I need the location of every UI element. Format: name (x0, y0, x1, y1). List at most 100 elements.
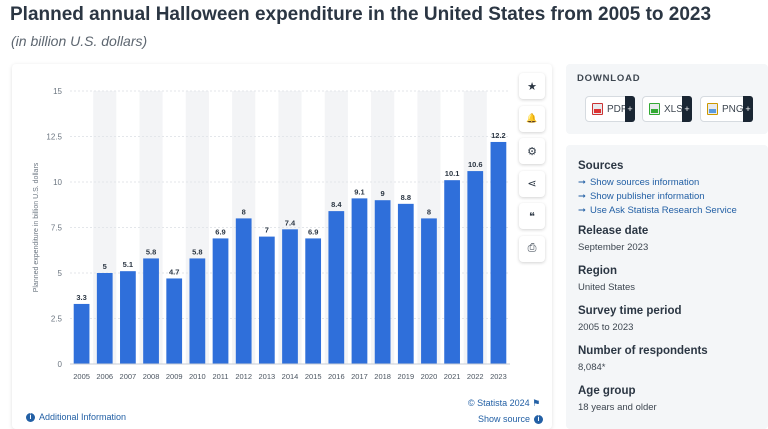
bell-icon[interactable]: 🔔 (519, 105, 545, 132)
download-panel: DOWNLOAD PDF + XLS + PNG + (566, 64, 768, 134)
bar-value-label: 10.1 (445, 169, 460, 178)
x-tick-label: 2012 (235, 372, 252, 381)
bar-value-label: 5 (103, 262, 107, 271)
bar-value-label: 9.1 (354, 187, 364, 196)
bar (73, 303, 90, 364)
bar (143, 258, 159, 364)
bar (467, 171, 484, 364)
bar-chart: 0 2.5 5 7.5 10 12.5 15 Planned expenditure in b… (33, 87, 510, 381)
quote-icon[interactable]: ❝ (519, 203, 545, 229)
bar (444, 180, 460, 364)
share-icon[interactable]: ⋖ (519, 170, 545, 197)
bar (235, 218, 252, 364)
x-tick-label: 2013 (258, 372, 275, 381)
bar-value-label: 8.8 (401, 193, 411, 202)
flag-icon: ⚑ (532, 398, 541, 408)
xls-label: XLS (664, 103, 683, 115)
show-publisher-label: Show publisher information (589, 191, 705, 202)
gear-icon[interactable]: ⚙ (519, 138, 545, 164)
bar (421, 218, 437, 364)
additional-information-label: Additional Information (39, 412, 127, 422)
x-tick-label: 2016 (328, 372, 345, 381)
y-tick-label: 5 (58, 269, 63, 278)
x-tick-label: 2006 (96, 372, 113, 381)
bar (258, 236, 275, 364)
y-tick-label: 2.5 (51, 315, 63, 324)
survey-period-heading: Survey time period (578, 305, 682, 317)
x-tick-label: 2023 (490, 372, 507, 381)
y-tick-label: 0 (58, 360, 63, 369)
bar-value-label: 7.4 (285, 218, 296, 227)
age-group-heading: Age group (578, 385, 636, 397)
download-pdf-button[interactable]: PDF + (585, 96, 635, 122)
info-icon: i (26, 412, 35, 422)
plus-icon: + (682, 96, 692, 122)
bar-value-label: 6.9 (308, 227, 318, 236)
info-panel: Sources ➞ Show sources information ➞ Show … (566, 145, 768, 429)
region-value: United States (578, 282, 636, 293)
chart-toolbar: ★ 🔔 ⚙ ⋖ ❝ ⎙ (519, 73, 547, 268)
bar (328, 211, 345, 364)
y-tick-label: 15 (53, 87, 62, 96)
bar-value-label: 5.1 (123, 260, 133, 269)
bar (166, 278, 183, 364)
region-heading: Region (578, 265, 617, 277)
bar-value-label: 8.4 (331, 200, 342, 209)
x-tick-label: 2018 (374, 372, 391, 381)
additional-information-link[interactable]: i Additional Information (26, 412, 126, 422)
sources-links: ➞ Show sources information ➞ Show publishe… (578, 177, 756, 216)
bar-value-label: 7 (265, 226, 269, 235)
download-xls-button[interactable]: XLS + (642, 96, 692, 122)
download-png-button[interactable]: PNG + (700, 96, 753, 122)
x-tick-label: 2011 (212, 372, 228, 381)
x-tick-label: 2014 (282, 372, 299, 381)
x-tick-label: 2005 (73, 372, 90, 381)
x-tick-label: 2020 (421, 372, 438, 381)
y-tick-label: 10 (53, 178, 62, 187)
show-sources-link[interactable]: ➞ Show sources information (578, 177, 756, 188)
x-tick-label: 2008 (143, 372, 160, 381)
x-tick-label: 2022 (467, 372, 484, 381)
bar (120, 271, 136, 364)
x-tick-label: 2007 (120, 372, 137, 381)
statista-credit[interactable]: © Statista 2024 ⚑ (468, 398, 540, 409)
png-label: PNG (722, 103, 744, 115)
bar-value-label: 8 (427, 207, 431, 216)
release-date-heading: Release date (578, 225, 649, 237)
release-date-value: September 2023 (578, 242, 649, 253)
arrow-right-icon: ➞ (578, 191, 586, 202)
show-source-link[interactable]: Show source i (478, 414, 544, 424)
bar-value-label: 3.3 (76, 293, 86, 302)
respondents-value: 8,084* (578, 362, 606, 373)
credit-text: © Statista 2024 (468, 398, 530, 408)
bar-value-label: 5.8 (146, 247, 156, 256)
bar (351, 198, 368, 364)
bar-value-label: 10.6 (468, 160, 483, 169)
sources-heading: Sources (578, 160, 624, 172)
research-service-link[interactable]: ➞ Use Ask Statista Research Service (578, 205, 756, 216)
x-tick-label: 2015 (305, 372, 322, 381)
bar-value-label: 8 (242, 207, 246, 216)
info-icon: i (534, 414, 544, 424)
research-service-label: Use Ask Statista Research Service (589, 205, 737, 216)
show-publisher-link[interactable]: ➞ Show publisher information (578, 191, 756, 202)
bar-value-label: 12.2 (491, 131, 506, 140)
y-tick-label: 7.5 (51, 224, 63, 233)
bar (282, 229, 298, 364)
survey-period-value: 2005 to 2023 (578, 322, 634, 333)
bar-value-label: 4.7 (169, 267, 179, 276)
print-icon[interactable]: ⎙ (519, 235, 545, 262)
star-icon[interactable]: ★ (519, 73, 545, 99)
pdf-file-icon (592, 103, 603, 115)
arrow-right-icon: ➞ (578, 205, 586, 216)
arrow-right-icon: ➞ (578, 177, 586, 188)
x-tick-label: 2017 (351, 372, 368, 381)
respondents-heading: Number of respondents (578, 345, 708, 357)
bar (305, 238, 322, 364)
bar (490, 141, 507, 364)
bar-value-label: 9 (381, 189, 385, 198)
x-tick-label: 2021 (444, 372, 461, 381)
bar-value-label: 5.8 (192, 247, 202, 256)
download-title: DOWNLOAD (577, 73, 641, 84)
page-title: Planned annual Halloween expenditure in … (10, 4, 712, 25)
